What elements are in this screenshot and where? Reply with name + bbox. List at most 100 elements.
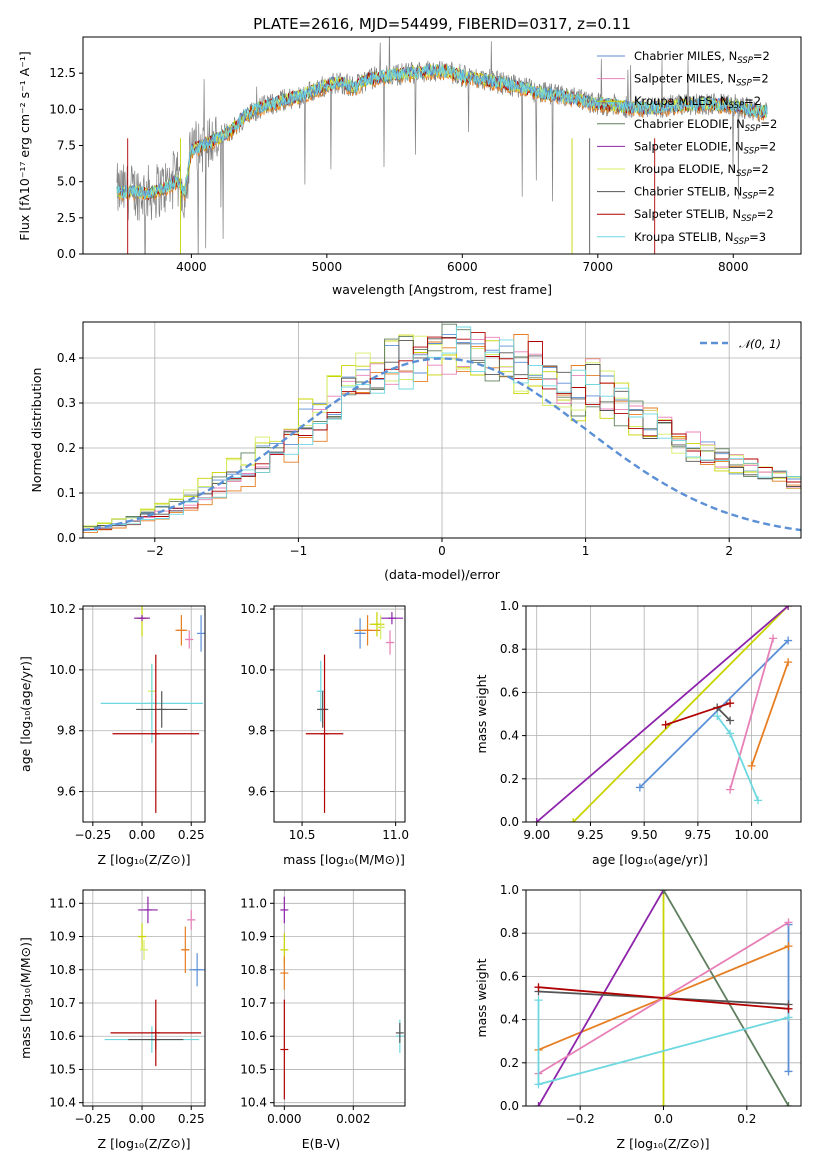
weight_vs_age-marker-7-1 [726,699,735,708]
weight_vs_age-lines [532,606,793,822]
weight_vs_Z-frame [525,889,802,1107]
spectrum-xtick-label: 7000 [583,260,614,274]
mass_vs_ebv-ytick-label: 10.5 [240,1062,267,1076]
residuals-ytick-label: 0.4 [57,351,76,365]
age-mass-xlabel: mass [log₁₀(M/M⊙)] [283,852,405,867]
weight_vs_Z-ytick-label: 0.2 [500,1056,519,1070]
mass_vs_Z-xtick-label: −0.25 [74,1112,111,1126]
normal-curve [83,357,801,532]
hist-kroupa_stelib [83,326,801,531]
hist-salpeter_stelib [83,332,801,530]
weight_vs_Z-ytick-label: 1.0 [500,883,519,897]
age_vs_mass-ytick-label: 10.2 [240,602,267,616]
age_vs_Z-ytick-label: 10.2 [49,602,76,616]
weight_vs_Z-marker-3-0 [534,1102,543,1106]
weight_vs_Z-xtick-label: 0.0 [654,1112,673,1126]
legend-label-5: Kroupa ELODIE, NSSP=2 [634,162,769,179]
weight_vs_age-line-3 [536,606,789,822]
spectrum-lines [116,37,768,254]
weight_vs_age-frame [525,605,802,823]
residuals-ytick-label: 0.2 [57,441,76,455]
weight_vs_Z-xtick-label: 0.2 [737,1112,756,1126]
residuals-ytick-label: 0.0 [57,531,76,545]
weight_vs_Z-marker-4-1 [784,1102,793,1106]
mass_vs_Z-ytick-label: 10.7 [49,996,76,1010]
weight_vs_age-line-1 [750,661,789,767]
age_vs_Z-frame [82,605,206,823]
weight_vs_age-xtick-label: 9.75 [685,828,712,842]
weight_vs_Z-marker-6-1 [534,1080,543,1089]
weight_vs_age-marker-6-1 [726,716,735,725]
residuals-ytick-label: 0.3 [57,396,76,410]
spectrum-ytick-label: 12.5 [49,66,76,80]
spectrum-title: PLATE=2616, MJD=54499, FIBERID=0317, z=0… [253,15,631,33]
age_vs_mass-ytick-label: 10.0 [240,663,267,677]
spectrum-xtick-label: 6000 [447,260,478,274]
mass_vs_Z-points [104,896,205,1067]
residuals-xtick-label: −1 [290,544,308,558]
residuals-xtick-label: 0 [438,544,446,558]
weight-age-xlabel: age [log₁₀(age/yr)] [592,852,708,867]
age_vs_mass-ytick-label: 9.6 [248,785,267,799]
residual-hists [83,323,801,533]
weight_vs_age-xtick-label: 10.00 [734,828,768,842]
weight_vs_Z-line-3 [537,890,665,1106]
weight_vs_age-xtick-label: 9.00 [523,828,550,842]
weight_vs_age-ytick-label: 0.8 [500,642,519,656]
mass_vs_Z-xtick-label: 0.25 [178,1112,205,1126]
hist-kroupa_elodie [83,335,801,528]
age-z-xlabel: Z [log₁₀(Z/Z⊙)] [98,852,191,867]
mass_vs_ebv-ytick-label: 10.9 [240,930,267,944]
mass-ebv-xlabel: E(B-V) [302,1136,341,1151]
weight_vs_age-marker-1-1 [784,658,793,667]
residuals-xlabel: (data-model)/error [384,567,501,582]
weight-age-ylabel: mass weight [474,674,489,753]
spectrum-ytick-label: 2.5 [57,211,76,225]
weight_vs_age-marker-5-0 [713,712,722,721]
mass_vs_Z-ytick-label: 10.9 [49,930,76,944]
mass_vs_Z-ytick-label: 10.8 [49,963,76,977]
age_vs_mass-points [305,612,404,813]
weight_vs_age-marker-3-0 [532,818,541,822]
weight_vs_Z-marker-0-0 [784,1067,793,1076]
age_vs_Z-xtick-label: 0.25 [178,828,205,842]
weight_vs_Z-ytick-label: 0.6 [500,969,519,983]
weight-z-ylabel: mass weight [474,958,489,1037]
spectrum-ytick-label: 7.5 [57,139,76,153]
age_vs_mass-xtick-label: 10.5 [289,828,316,842]
weight_vs_Z-marker-1-1 [784,942,793,951]
weight_vs_Z-line-8 [538,986,789,1010]
weight_vs_Z-marker-5-1 [784,918,793,927]
weight_vs_age-xtick-label: 9.25 [577,828,604,842]
mass_vs_Z-frame [82,889,206,1107]
legend-label-7: Salpeter STELIB, NSSP=2 [634,207,774,224]
weight_vs_age-ytick-label: 0.6 [500,685,519,699]
weight_vs_Z-lines [534,890,793,1106]
mass_vs_Z-xtick-label: 0.00 [129,1112,156,1126]
weight_vs_Z-ytick-label: 0.0 [500,1099,519,1113]
weight_vs_Z-marker-8-1 [784,1004,793,1013]
spectrum-xlabel: wavelength [Angstrom, rest frame] [332,282,552,297]
mass-z-ylabel: mass [log₁₀(M/M⊙)] [18,937,33,1059]
weight_vs_age-ytick-label: 0.0 [500,815,519,829]
weight_vs_age-marker-7-0 [661,720,670,729]
mass_vs_ebv-xtick-label: 0.000 [267,1112,301,1126]
spectrum-ylabel: Flux [fλ10⁻¹⁷ erg cm⁻² s⁻¹ A⁻¹] [17,51,32,240]
weight_vs_Z-marker-6-2 [784,1013,793,1022]
legend-label-2: Kroupa MILES, NSSP=2 [634,94,761,111]
weight_vs_age-xtick-label: 9.50 [631,828,658,842]
hist-pink [83,336,801,530]
legend-label-4: Salpeter ELODIE, NSSP=2 [634,139,776,156]
residuals-ylabel: Normed distribution [29,368,44,493]
weight_vs_age-line-2 [572,606,789,822]
mass_vs_Z-ytick-label: 10.4 [49,1096,76,1110]
normal-legend-label: 𝒩(0, 1) [739,337,781,351]
legend-label-1: Salpeter MILES, NSSP=2 [634,72,769,89]
weight_vs_Z-line-4 [662,890,790,1106]
legend-label-8: Kroupa STELIB, NSSP=3 [634,230,766,247]
spectrum-frame [82,36,802,255]
mass_vs_ebv-points [280,896,404,1100]
weight_vs_Z-marker-2-0 [659,1102,668,1106]
age_vs_Z-ytick-label: 9.8 [57,724,76,738]
